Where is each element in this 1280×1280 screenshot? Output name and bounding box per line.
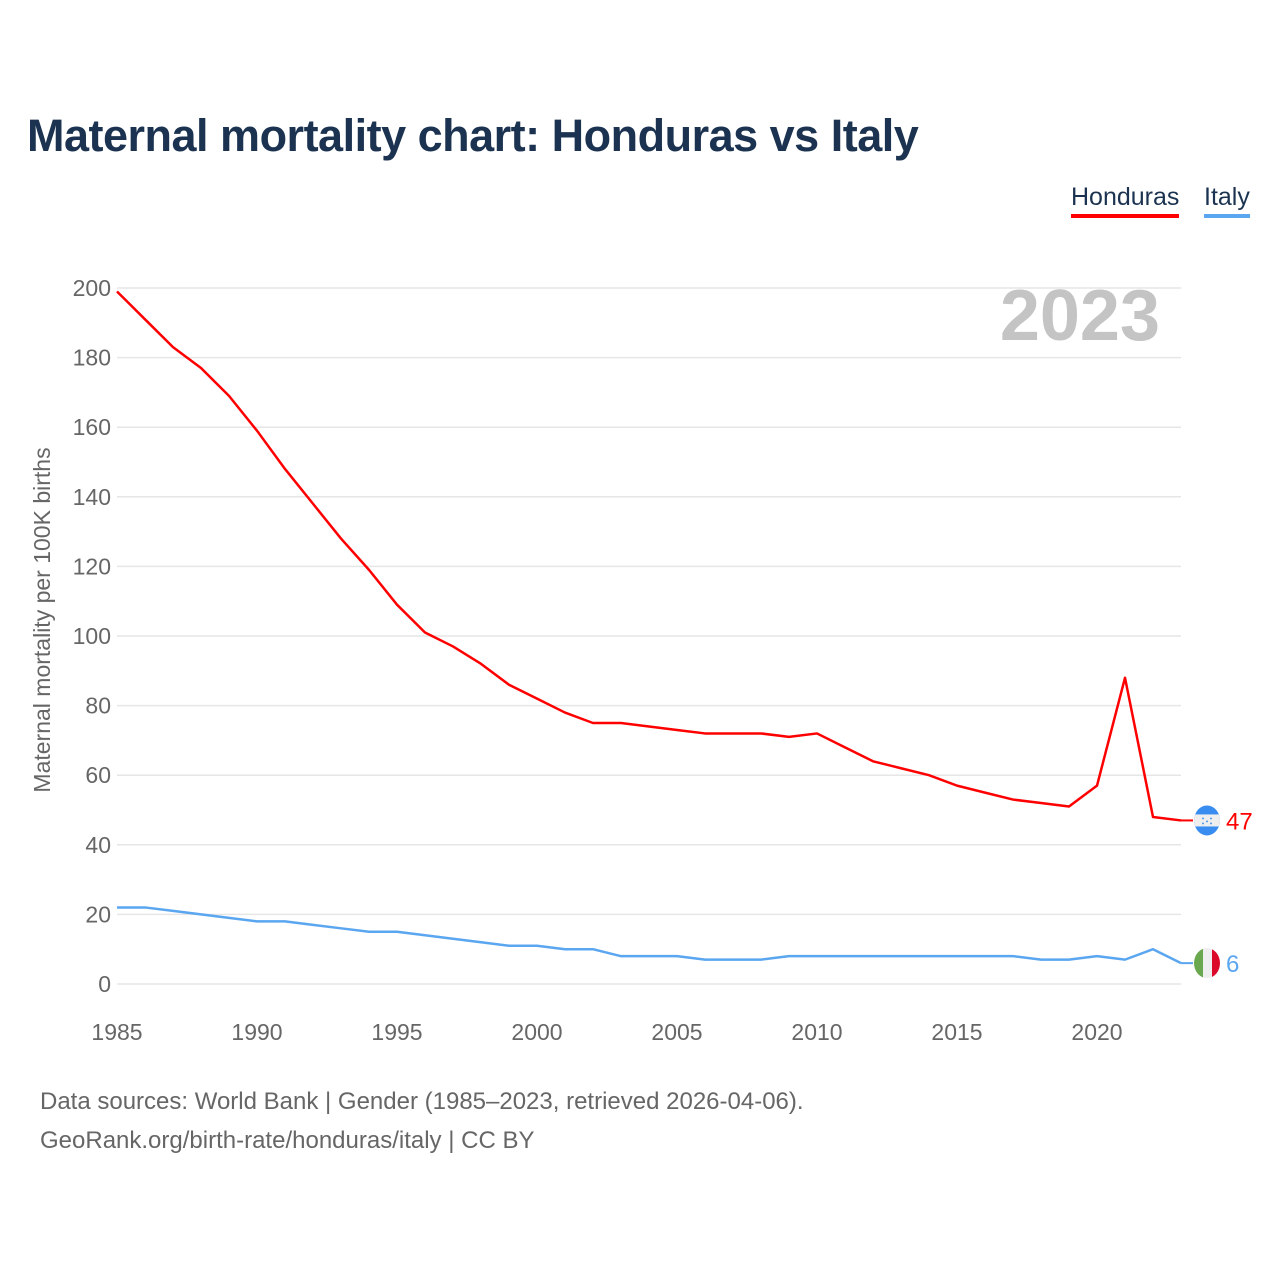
flag-stripe — [1203, 948, 1212, 979]
series-line-honduras — [116, 290, 1182, 822]
flag-star — [1206, 820, 1208, 823]
end-value-label: 47 — [1226, 808, 1253, 835]
x-tick-label: 1995 — [371, 1019, 422, 1045]
honduras-flag-icon — [1194, 805, 1220, 836]
series-line-italy — [117, 906, 1182, 965]
flag-star — [1202, 817, 1204, 820]
y-tick-label: 20 — [85, 901, 111, 927]
y-tick-label: 100 — [73, 623, 111, 649]
flag-star — [1210, 817, 1212, 820]
flag-stripe — [1212, 948, 1220, 979]
source-link[interactable]: GeoRank.org/birth-rate/honduras/italy | … — [40, 1127, 535, 1154]
end-value-label: 6 — [1226, 951, 1239, 978]
x-tick-label: 2020 — [1071, 1019, 1122, 1045]
flag-star — [1202, 822, 1204, 825]
legend-honduras[interactable]: Honduras — [1071, 183, 1180, 218]
y-tick-label: 120 — [73, 553, 111, 579]
flag-stripe — [1194, 948, 1203, 979]
y-tick-label: 0 — [98, 971, 111, 997]
legend-italy[interactable]: Italy — [1204, 183, 1250, 218]
chart-title: Maternal mortality chart: Honduras vs It… — [27, 110, 919, 161]
y-tick-label: 200 — [73, 275, 111, 301]
y-tick-label: 140 — [73, 484, 111, 510]
y-tick-label: 40 — [85, 832, 111, 858]
flag-star — [1210, 822, 1212, 825]
x-tick-label: 2010 — [791, 1019, 842, 1045]
flag-stripe — [1194, 814, 1220, 827]
x-tick-label: 1990 — [231, 1019, 282, 1045]
x-tick-label: 2015 — [931, 1019, 982, 1045]
y-tick-label: 60 — [85, 762, 111, 788]
x-tick-label: 1985 — [91, 1019, 142, 1045]
year-watermark: 2023 — [1000, 276, 1160, 356]
y-tick-label: 180 — [73, 345, 111, 371]
flag-body — [1194, 948, 1220, 979]
italy-flag-icon — [1194, 948, 1220, 979]
y-tick-label: 80 — [85, 693, 111, 719]
y-axis-label: Maternal mortality per 100K births — [29, 447, 55, 792]
source-text: Data sources: World Bank | Gender (1985–… — [40, 1088, 804, 1115]
flag-body — [1194, 805, 1220, 836]
y-tick-label: 160 — [73, 414, 111, 440]
x-tick-label: 2000 — [511, 1019, 562, 1045]
x-tick-label: 2005 — [651, 1019, 702, 1045]
